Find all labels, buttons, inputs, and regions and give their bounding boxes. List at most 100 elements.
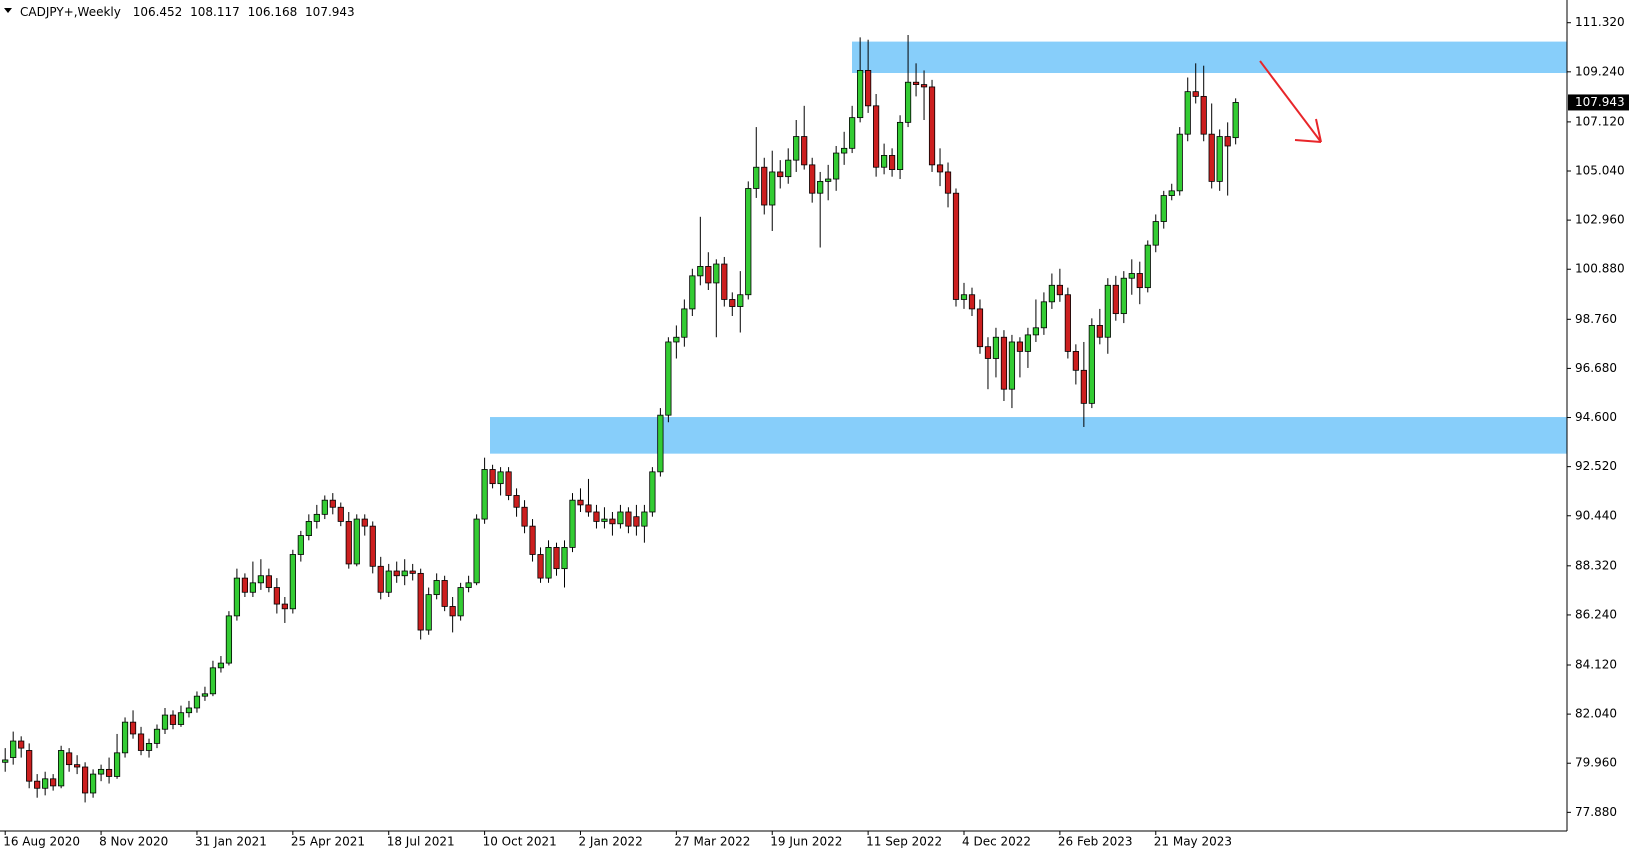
candle-body (58, 750, 65, 787)
candle-body (713, 263, 720, 284)
candle-body (177, 712, 185, 725)
candle-body (617, 511, 624, 525)
x-tick-label: 26 Feb 2023 (1058, 835, 1133, 849)
candle-body (825, 178, 832, 182)
candle-body (1232, 102, 1239, 139)
candle-body (97, 768, 105, 775)
candle-body (169, 714, 177, 725)
current-price-box (1568, 94, 1629, 111)
candle-body (113, 752, 121, 777)
x-tick-label: 4 Dec 2022 (962, 835, 1031, 849)
candle-body (1088, 325, 1095, 404)
zones (490, 41, 1567, 454)
candle-body (1176, 133, 1183, 192)
candle-body (305, 521, 312, 536)
candle-body (233, 577, 241, 617)
candle-body (976, 308, 984, 348)
zone (490, 417, 1567, 454)
x-tick-label: 8 Nov 2020 (99, 835, 168, 849)
candle-body (345, 521, 352, 565)
candle-body (689, 275, 696, 310)
y-tick-label: 77.880 (1575, 805, 1617, 819)
candle-body (561, 547, 568, 570)
candle-body (361, 518, 368, 527)
x-tick-label: 31 Jan 2021 (195, 835, 267, 849)
candle-body (1016, 341, 1024, 352)
arrow-head (1315, 118, 1322, 143)
candle-body (34, 780, 41, 789)
candle-body (697, 266, 704, 277)
candle-body (904, 81, 912, 123)
candle-body (441, 580, 448, 607)
candle-body (585, 504, 592, 513)
candle-body (665, 341, 672, 416)
candle-body (857, 70, 864, 119)
candle-body (1032, 327, 1040, 336)
x-tick-label: 11 Sep 2022 (866, 835, 942, 849)
candle-body (1120, 277, 1127, 315)
candle-body (257, 575, 264, 584)
candle-body (1224, 136, 1231, 147)
candle-body (545, 547, 552, 579)
y-tick-label: 96.680 (1575, 361, 1617, 375)
candle-body (265, 575, 272, 588)
candle-body (537, 554, 544, 579)
x-tick-label: 19 Jun 2022 (770, 835, 842, 849)
candle-body (881, 155, 888, 168)
candle-body (952, 192, 960, 300)
candle-body (593, 511, 600, 522)
candle-body (377, 565, 384, 593)
arrow-shaft (1259, 60, 1322, 143)
y-tick-label: 86.240 (1575, 607, 1617, 621)
candle-body (912, 81, 920, 85)
candle-body (1064, 294, 1071, 352)
candle-body (433, 580, 440, 596)
y-tick-label: 82.040 (1575, 707, 1617, 721)
candle-body (313, 513, 320, 522)
candle-body (705, 266, 712, 284)
x-tick-label: 27 Mar 2022 (674, 835, 750, 849)
candle-body (721, 263, 728, 300)
current-price-label: 107.943 (1575, 95, 1625, 109)
candle-body (729, 299, 736, 307)
candle-body (865, 70, 872, 107)
y-tick-label: 92.520 (1575, 459, 1617, 473)
candle-body (681, 308, 688, 338)
candle-body (944, 171, 952, 194)
candle-body (553, 547, 560, 570)
candle-body (473, 518, 480, 584)
candle-body (529, 525, 536, 555)
arrow-head (1294, 139, 1322, 143)
candle-body (1072, 351, 1079, 371)
candle-body (353, 518, 360, 565)
zone (852, 41, 1567, 74)
candle-body (1216, 136, 1223, 182)
x-tick-label: 18 Jul 2021 (387, 835, 455, 849)
x-tick-label: 10 Oct 2021 (483, 835, 557, 849)
candle-body (249, 582, 256, 593)
x-tick-label: 2 Jan 2022 (578, 835, 642, 849)
candle-body (1152, 221, 1159, 246)
candle-body (992, 336, 1000, 359)
candle-body (10, 740, 17, 758)
candle-body (657, 414, 664, 473)
candle-body (193, 695, 201, 709)
candle-body (273, 587, 280, 605)
candle-body (225, 615, 233, 664)
candle-body (129, 721, 137, 735)
candle-body (1168, 190, 1175, 196)
candle-body (241, 577, 248, 593)
candle-body (1184, 91, 1191, 135)
candle-body (1160, 195, 1167, 222)
candle-body (449, 606, 456, 617)
menu-triangle[interactable] (4, 8, 12, 13)
candle-body (841, 147, 848, 154)
open-value: 106.452 (133, 5, 183, 19)
candle-body (984, 346, 992, 359)
candle-body (577, 499, 584, 506)
candle-body (417, 572, 424, 631)
candle-body (785, 159, 792, 178)
candle-body (369, 525, 376, 567)
